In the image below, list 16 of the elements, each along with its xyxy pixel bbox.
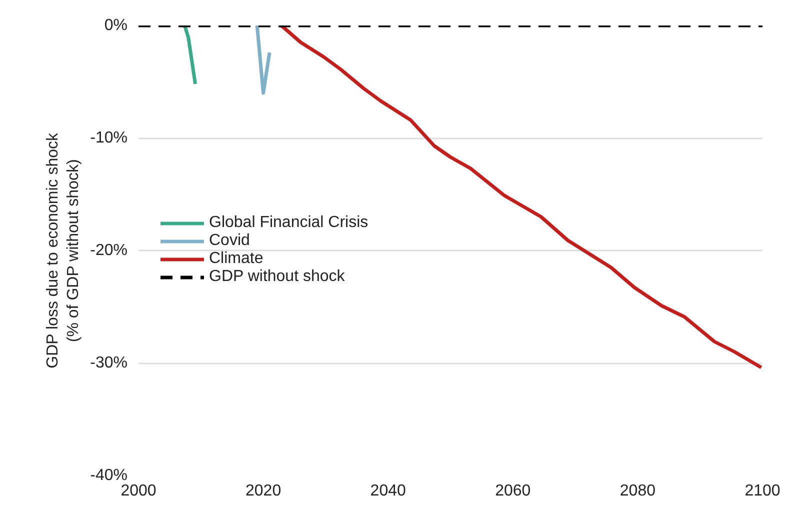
x-tick-label: 2000 <box>120 482 156 500</box>
y-tick-label: -10% <box>90 130 128 146</box>
y-tick-label: -30% <box>90 354 128 372</box>
x-tick-label: 2020 <box>246 482 282 500</box>
y-tick-label: -40% <box>90 467 128 484</box>
y-axis-title: GDP loss due to economic shock (% of GDP without shock) <box>44 132 82 368</box>
y-tick-label: 0% <box>104 17 128 34</box>
x-tick-label: 2040 <box>370 482 406 500</box>
legend-label: Covid <box>209 232 250 250</box>
x-tick-label: 2060 <box>495 482 531 500</box>
y-tick-label: -20% <box>90 242 128 259</box>
x-tick-label: 2080 <box>620 482 656 500</box>
x-tick-label: 2100 <box>744 482 780 500</box>
legend-label: Climate <box>209 250 264 268</box>
legend-label: GDP without shock <box>209 268 345 286</box>
legend-label: Global Financial Crisis <box>209 214 368 232</box>
